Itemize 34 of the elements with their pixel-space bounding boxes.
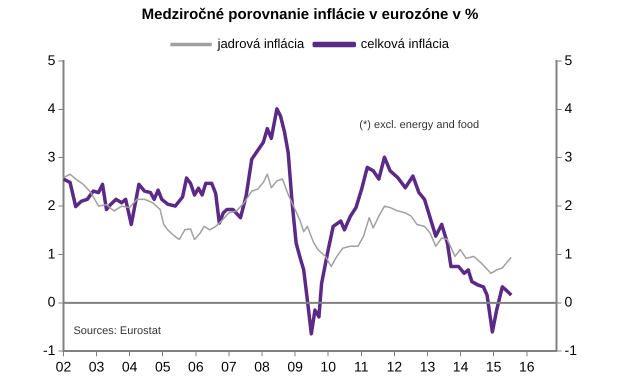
y-tick-label: 4 <box>48 100 56 116</box>
x-tick-label: 12 <box>386 358 402 374</box>
y2-tick-label: 2 <box>564 196 573 213</box>
x-tick-label: 03 <box>88 358 105 374</box>
x-tick-label: 13 <box>420 358 436 374</box>
y-tick-label: 0 <box>48 294 56 310</box>
annotation: (*) excl. energy and food <box>359 118 480 131</box>
y2-tick-label: -1 <box>564 342 578 358</box>
x-tick-label: 15 <box>486 358 502 374</box>
x-tick-label: 08 <box>254 358 270 374</box>
x-tick-label: 14 <box>452 358 469 374</box>
y2-tick-label: 3 <box>564 148 573 165</box>
y2-tick-label: 4 <box>564 100 573 116</box>
y2-tick-label: 5 <box>564 52 573 68</box>
x-tick-label: 09 <box>287 358 304 374</box>
chart-title: Medziročné porovnanie inflácie v eurozóne v % <box>140 5 480 25</box>
x-tick-label: 10 <box>320 358 336 374</box>
y-tick-label: -1 <box>42 342 56 358</box>
x-tick-label: 16 <box>518 358 535 374</box>
y-tick-label: 3 <box>48 148 56 165</box>
legend-label: celková inflácia <box>360 36 450 52</box>
y-tick-label: 1 <box>48 245 56 262</box>
x-tick-label: 04 <box>122 358 138 374</box>
y2-tick-label: 1 <box>564 245 573 262</box>
y2-tick-label: 0 <box>564 294 573 310</box>
x-tick-label: 06 <box>188 358 204 374</box>
x-tick-label: 02 <box>56 358 72 374</box>
x-tick-label: 07 <box>221 358 237 374</box>
y-tick-label: 5 <box>48 52 56 68</box>
x-tick-label: 11 <box>354 358 369 374</box>
annotation: Sources: Eurostat <box>73 325 161 338</box>
y-tick-label: 2 <box>48 196 56 213</box>
x-tick-label: 05 <box>154 358 171 374</box>
legend-label: jadrová inflácia <box>216 36 306 52</box>
